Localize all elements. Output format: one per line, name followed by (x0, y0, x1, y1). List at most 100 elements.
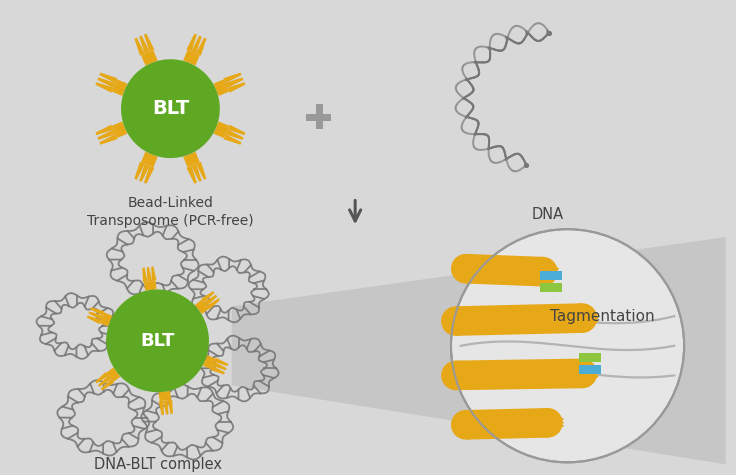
Polygon shape (144, 166, 155, 184)
Bar (540, 271, 562, 280)
Polygon shape (97, 77, 116, 88)
Polygon shape (158, 391, 171, 401)
Polygon shape (547, 274, 559, 277)
Polygon shape (587, 368, 598, 371)
Polygon shape (456, 303, 583, 336)
Polygon shape (142, 267, 148, 282)
Text: DNA-BLT complex: DNA-BLT complex (93, 457, 222, 472)
Polygon shape (213, 122, 229, 138)
Polygon shape (204, 294, 217, 306)
Polygon shape (224, 134, 241, 145)
Polygon shape (183, 152, 200, 167)
Circle shape (121, 59, 220, 158)
Polygon shape (545, 418, 552, 428)
Polygon shape (195, 300, 209, 314)
Polygon shape (587, 371, 598, 375)
Polygon shape (91, 307, 105, 316)
Polygon shape (141, 50, 158, 66)
Bar (579, 353, 601, 362)
Polygon shape (99, 73, 117, 83)
Bar (305, 114, 331, 121)
Polygon shape (225, 77, 244, 88)
Polygon shape (88, 311, 103, 320)
Polygon shape (146, 267, 152, 282)
Polygon shape (587, 375, 598, 379)
Polygon shape (225, 130, 244, 140)
Polygon shape (97, 130, 116, 140)
Polygon shape (87, 315, 102, 324)
Polygon shape (203, 355, 216, 369)
Polygon shape (186, 166, 197, 184)
Polygon shape (159, 400, 164, 415)
Polygon shape (579, 369, 587, 378)
Polygon shape (95, 372, 109, 383)
Polygon shape (207, 298, 220, 310)
Circle shape (441, 306, 471, 336)
Polygon shape (96, 124, 113, 135)
Polygon shape (196, 38, 207, 56)
Polygon shape (547, 270, 559, 274)
Polygon shape (139, 164, 149, 182)
Polygon shape (465, 254, 543, 286)
Text: DNA: DNA (531, 208, 564, 222)
Polygon shape (552, 421, 564, 425)
Polygon shape (212, 361, 227, 371)
Polygon shape (141, 152, 158, 167)
Circle shape (567, 359, 597, 388)
Polygon shape (214, 358, 228, 366)
Polygon shape (186, 34, 197, 52)
Polygon shape (201, 291, 214, 303)
Polygon shape (547, 266, 559, 270)
Polygon shape (168, 399, 173, 414)
Text: Bead-Linked
Transposome (PCR-free): Bead-Linked Transposome (PCR-free) (87, 196, 254, 228)
Polygon shape (112, 79, 127, 96)
Text: Tagmentation: Tagmentation (550, 309, 654, 323)
Polygon shape (210, 366, 225, 374)
Circle shape (451, 229, 684, 462)
Polygon shape (191, 164, 202, 182)
Polygon shape (139, 36, 149, 54)
Polygon shape (98, 376, 111, 387)
Polygon shape (587, 316, 598, 320)
Polygon shape (456, 359, 583, 390)
Bar (579, 365, 601, 374)
Polygon shape (151, 266, 157, 281)
Text: BLT: BLT (141, 332, 174, 350)
Circle shape (441, 361, 471, 390)
Polygon shape (99, 134, 117, 145)
Bar (540, 283, 562, 292)
Circle shape (451, 254, 481, 284)
Polygon shape (144, 281, 157, 291)
Circle shape (528, 257, 558, 286)
Polygon shape (183, 50, 200, 66)
Polygon shape (163, 400, 169, 415)
Polygon shape (586, 313, 598, 316)
Polygon shape (191, 36, 202, 54)
Polygon shape (112, 122, 127, 138)
Polygon shape (232, 237, 726, 464)
Polygon shape (100, 313, 113, 326)
Circle shape (451, 410, 481, 439)
Circle shape (106, 289, 209, 392)
Polygon shape (587, 320, 598, 323)
Polygon shape (96, 82, 113, 93)
Polygon shape (227, 124, 246, 135)
Polygon shape (213, 79, 229, 96)
Polygon shape (539, 267, 547, 276)
Polygon shape (552, 424, 564, 428)
Polygon shape (135, 162, 145, 180)
Circle shape (567, 303, 597, 333)
Polygon shape (224, 73, 241, 83)
Polygon shape (101, 379, 114, 390)
Polygon shape (107, 368, 121, 382)
Polygon shape (196, 162, 207, 180)
Polygon shape (465, 408, 548, 439)
Polygon shape (227, 82, 246, 93)
Bar (316, 104, 322, 129)
Circle shape (533, 408, 562, 437)
Polygon shape (551, 418, 564, 421)
Polygon shape (144, 34, 155, 52)
Polygon shape (135, 38, 145, 56)
Text: BLT: BLT (152, 99, 189, 118)
Polygon shape (579, 314, 587, 323)
